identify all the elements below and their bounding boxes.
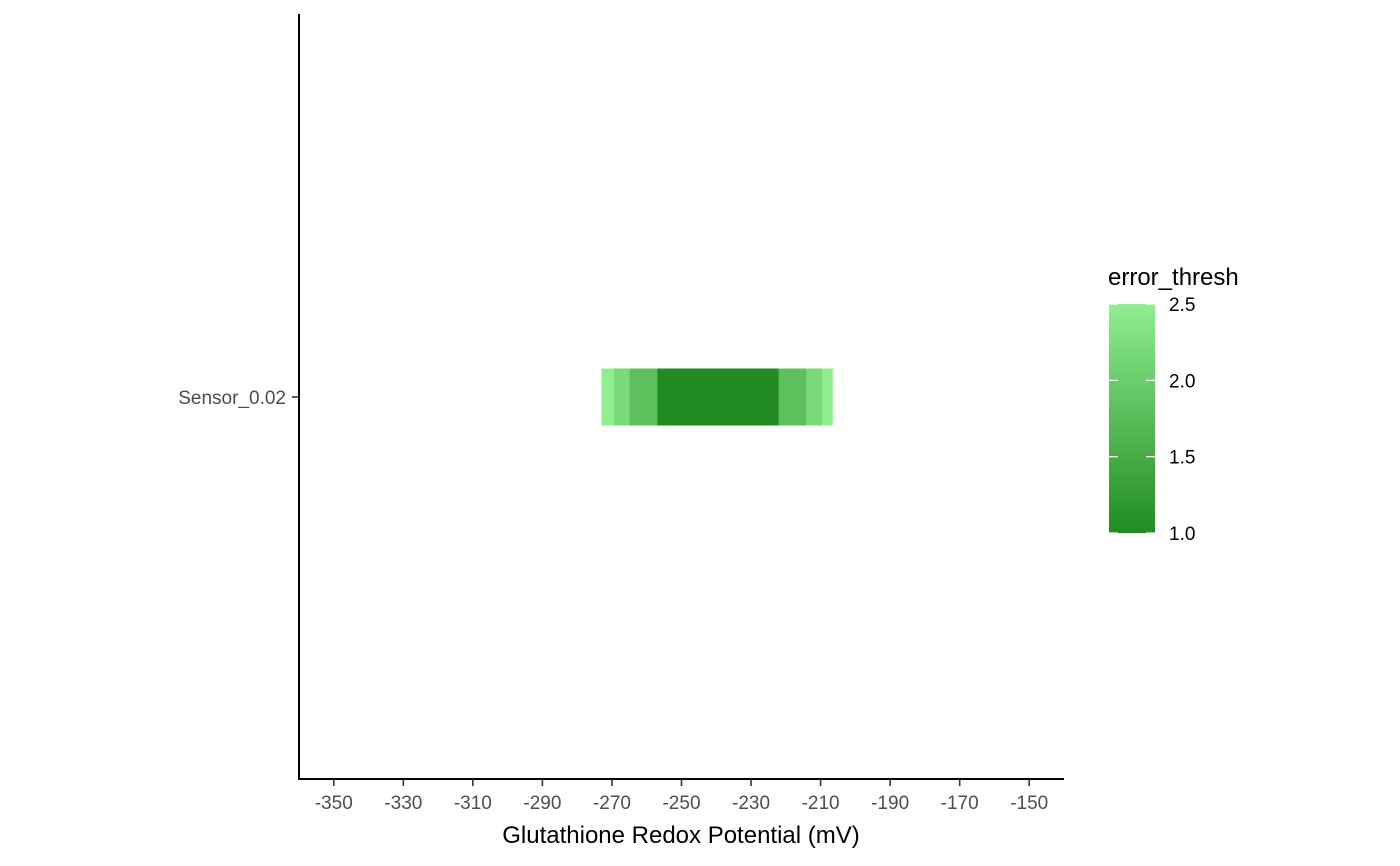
legend-tick-label: 1.5 [1169,448,1195,469]
x-tick-label: -310 [454,793,492,814]
legend-title: error_thresh [1108,264,1239,291]
legend-tick-label: 2.0 [1169,371,1195,392]
x-tick-label: -230 [732,793,770,814]
tiles-layer [601,368,833,426]
y-tick-label: Sensor_0.02 [178,388,286,409]
legend-colorbar [1109,304,1155,533]
x-axis-title: Glutathione Redox Potential (mV) [502,822,860,849]
y-ticks-layer: Sensor_0.02 [178,388,299,409]
x-tick-label: -190 [871,793,909,814]
legend: error_thresh 1.0 1.5 2.0 2.5 [1108,264,1239,545]
x-tick-label: -350 [315,793,353,814]
legend-tick-label: 1.0 [1169,524,1195,545]
heatmap-tile [601,368,614,426]
heatmap-tile [613,368,630,426]
heatmap-tile [822,368,833,426]
x-tick-label: -290 [523,793,561,814]
x-tick-label: -250 [662,793,700,814]
x-tick-label: -270 [593,793,631,814]
x-tick-label: -170 [941,793,979,814]
heatmap-tile [778,368,807,426]
x-tick-label: -150 [1010,793,1048,814]
x-tick-label: -330 [384,793,422,814]
heatmap-tile [629,368,658,426]
x-tick-label: -210 [802,793,840,814]
heatmap-tile [657,368,779,426]
x-ticks-layer: -350 -330 -310 -290 -270 -250 -230 -210 -190 -170… [315,779,1048,814]
heatmap-tile [806,368,823,426]
legend-tick-label: 2.5 [1169,295,1195,316]
legend-ticks-layer: 1.0 1.5 2.0 2.5 [1109,295,1195,545]
